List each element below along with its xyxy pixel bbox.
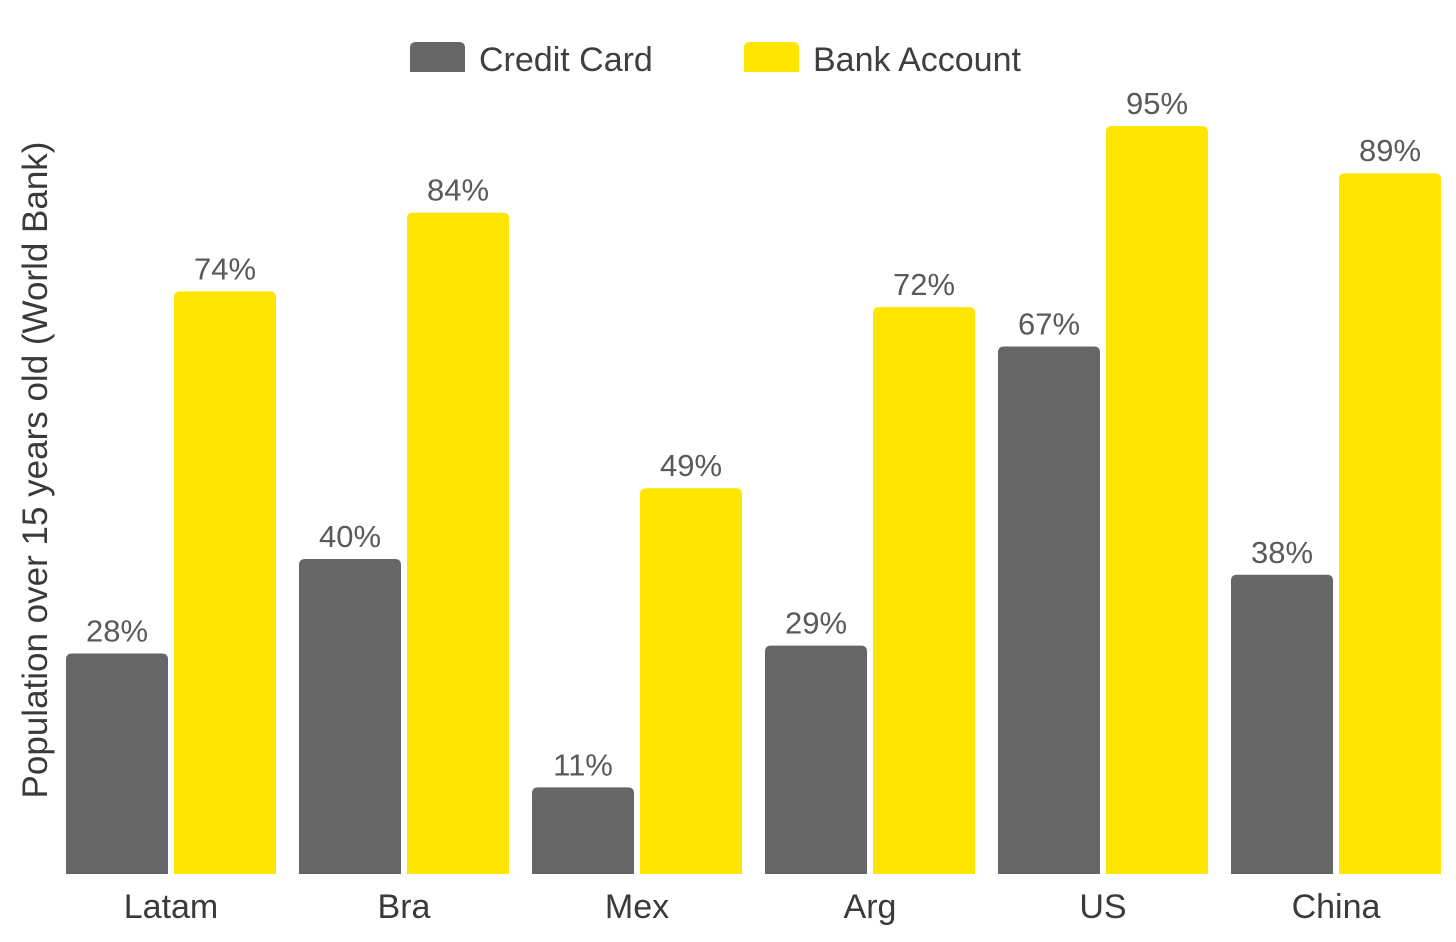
bar-credit-card-arg xyxy=(765,645,867,874)
x-tick-label-mex: Mex xyxy=(605,888,669,926)
y-axis-title-group: Population over 15 years old (World Bank… xyxy=(16,142,55,799)
x-tick-label-arg: Arg xyxy=(844,888,897,926)
bar-bank-account-arg xyxy=(873,307,975,874)
bar-credit-card-latam xyxy=(66,653,168,874)
value-label-credit-card-latam: 28% xyxy=(86,614,148,649)
bar-bank-account-mex xyxy=(640,488,742,874)
x-axis-ticks: Latam Bra Mex Arg US China xyxy=(124,888,1381,926)
bar-bank-account-us xyxy=(1106,126,1208,874)
legend-label-credit-card: Credit Card xyxy=(479,41,653,79)
bar-credit-card-mex xyxy=(532,787,634,874)
value-label-credit-card-us: 67% xyxy=(1018,306,1080,341)
x-tick-label-us: US xyxy=(1079,888,1126,926)
bar-credit-card-us xyxy=(998,346,1100,875)
value-label-bank-account-mex: 49% xyxy=(660,448,722,483)
value-labels-group: 28% 74% 40% 84% 11% 49% 29% 72% 67% 95% 38% 89% xyxy=(86,86,1421,782)
bar-bank-account-latam xyxy=(174,291,276,874)
bars-group xyxy=(66,126,1441,875)
bar-credit-card-bra xyxy=(299,559,401,874)
value-label-credit-card-mex: 11% xyxy=(553,747,613,782)
bar-bank-account-bra xyxy=(407,212,509,874)
x-tick-label-latam: Latam xyxy=(124,888,219,926)
value-label-bank-account-arg: 72% xyxy=(893,267,955,302)
value-label-bank-account-us: 95% xyxy=(1126,86,1188,121)
value-label-credit-card-china: 38% xyxy=(1251,535,1313,570)
legend: Credit Card Bank Account xyxy=(410,41,1021,79)
legend-swatch-bank-account xyxy=(744,42,799,72)
x-tick-label-china: China xyxy=(1292,888,1381,926)
bar-credit-card-china xyxy=(1231,574,1333,874)
legend-label-bank-account: Bank Account xyxy=(813,41,1021,79)
y-axis-title: Population over 15 years old (World Bank… xyxy=(16,142,55,799)
value-label-credit-card-arg: 29% xyxy=(785,606,847,641)
value-label-bank-account-latam: 74% xyxy=(194,251,256,286)
legend-swatch-credit-card xyxy=(410,42,465,72)
value-label-bank-account-china: 89% xyxy=(1359,133,1421,168)
bar-bank-account-china xyxy=(1339,173,1441,874)
value-label-bank-account-bra: 84% xyxy=(427,173,489,208)
x-tick-label-bra: Bra xyxy=(378,888,431,926)
value-label-credit-card-bra: 40% xyxy=(319,519,381,554)
